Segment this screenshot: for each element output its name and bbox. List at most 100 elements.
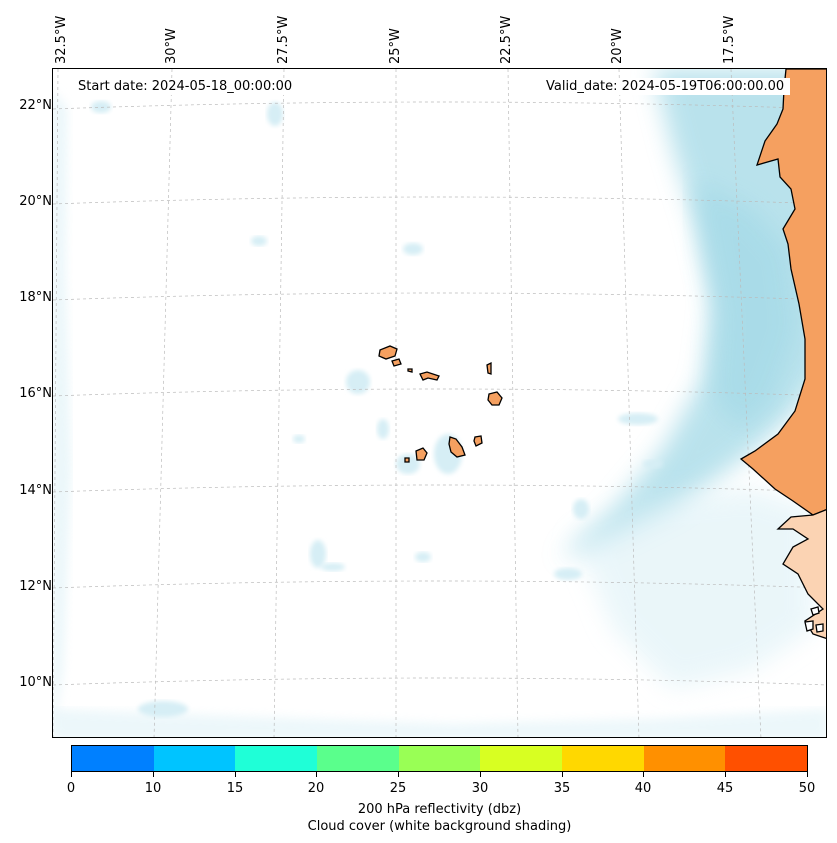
lat-label-10n: 10°N xyxy=(19,675,52,690)
land-layer xyxy=(378,69,826,640)
cloud-patch-2 xyxy=(251,236,267,246)
colorbar-tick-label-40: 40 xyxy=(634,781,652,796)
colorbar-tick-10 xyxy=(153,772,154,777)
lon-label-25w: 25°W xyxy=(388,28,403,64)
cloud-patch-15 xyxy=(91,101,111,113)
parallel-20n xyxy=(53,196,826,205)
lon-label-30w: 30°W xyxy=(164,28,179,64)
cloud-patch-3 xyxy=(403,243,423,255)
island-boa-vista xyxy=(487,391,503,406)
colorbar-tick-label-15: 15 xyxy=(226,781,244,796)
colorbar-segment-3 xyxy=(317,746,399,771)
map-panel xyxy=(52,68,827,738)
colorbar-sublabel: Cloud cover (white background shading) xyxy=(307,819,572,834)
cloud-band-core xyxy=(693,179,798,429)
lon-label-22-5w: 22.5°W xyxy=(499,15,514,64)
bijagos-island-3 xyxy=(815,623,824,633)
colorbar-segment-5 xyxy=(480,746,563,771)
lat-label-16n: 16°N xyxy=(19,386,52,401)
cloud-patch-14 xyxy=(138,701,188,717)
lat-label-20n: 20°N xyxy=(19,194,52,209)
island-santa-luzia xyxy=(407,368,413,373)
africa-coast-north xyxy=(739,69,826,516)
meridian-30w xyxy=(153,69,173,737)
cloud-cover-shading xyxy=(53,69,826,737)
cloud-patch-11 xyxy=(310,540,326,568)
colorbar-tick-label-10: 10 xyxy=(144,781,162,796)
meridian-22-5w xyxy=(507,69,519,737)
cloud-patch-10 xyxy=(321,563,345,571)
colorbar-tick-label-0: 0 xyxy=(66,781,76,796)
colorbar-tick-label-50: 50 xyxy=(798,781,816,796)
cloud-patch-6 xyxy=(293,435,305,443)
lon-label-27-5w: 27.5°W xyxy=(276,15,291,64)
parallel-12n xyxy=(53,580,826,589)
lat-label-22n: 22°N xyxy=(19,98,52,113)
colorbar-label: 200 hPa reflectivity (dbz) xyxy=(357,802,522,817)
cloud-edge-west xyxy=(53,89,71,737)
lat-label-14n: 14°N xyxy=(19,483,52,498)
cloud-patch-12 xyxy=(346,370,370,394)
map-canvas xyxy=(53,69,826,737)
colorbar-tick-35 xyxy=(562,772,563,777)
cloud-patch-1 xyxy=(267,102,283,126)
cloud-patch-5 xyxy=(396,454,420,474)
lat-label-12n: 12°N xyxy=(19,579,52,594)
cloud-patch-7 xyxy=(573,499,589,519)
bijagos-island-2 xyxy=(804,620,814,632)
island-brava xyxy=(404,457,410,463)
colorbar-segment-1 xyxy=(153,746,236,771)
colorbar-segment-6 xyxy=(562,746,644,771)
meridian-20w xyxy=(618,69,640,737)
parallel-10n xyxy=(53,677,826,686)
colorbar-tick-45 xyxy=(725,772,726,777)
colorbar-segment-7 xyxy=(643,746,726,771)
colorbar-tick-25 xyxy=(398,772,399,777)
colorbar-tick-label-45: 45 xyxy=(716,781,734,796)
colorbar-tick-label-35: 35 xyxy=(553,781,571,796)
meridian-17-5w xyxy=(730,69,762,737)
colorbar-segment-8 xyxy=(725,746,808,771)
island-sao-nicolau xyxy=(419,371,440,381)
cloud-patch-13 xyxy=(377,419,389,439)
colorbar-segment-2 xyxy=(235,746,318,771)
meridian-32-5w xyxy=(53,69,59,737)
parallel-16n xyxy=(53,388,826,397)
colorbar-tick-50 xyxy=(807,772,808,777)
parallel-18n xyxy=(53,292,826,301)
island-fogo xyxy=(415,447,428,461)
colorbar-tick-40 xyxy=(643,772,644,777)
colorbar xyxy=(71,745,808,772)
cloud-patch-16 xyxy=(618,413,658,425)
cloud-edge-south xyxy=(53,709,826,737)
parallel-22n xyxy=(53,101,826,110)
lon-label-20w: 20°W xyxy=(610,28,625,64)
colorbar-tick-label-30: 30 xyxy=(471,781,489,796)
island-sao-vicente xyxy=(391,358,402,367)
colorbar-tick-20 xyxy=(316,772,317,777)
island-maio xyxy=(473,435,483,447)
colorbar-tick-label-20: 20 xyxy=(307,781,325,796)
lat-label-18n: 18°N xyxy=(19,290,52,305)
colorbar-tick-label-25: 25 xyxy=(389,781,407,796)
island-santiago xyxy=(448,436,466,458)
colorbar-tick-30 xyxy=(480,772,481,777)
colorbar-tick-15 xyxy=(235,772,236,777)
valid-date-label: Valid_date: 2024-05-19T06:00:00.00 xyxy=(540,78,791,95)
bijagos-island-1 xyxy=(810,606,820,616)
meridian-27-5w xyxy=(273,69,285,737)
parallel-14n xyxy=(53,484,826,493)
cloud-patch-8 xyxy=(554,568,582,580)
graticule xyxy=(53,69,826,737)
island-sal xyxy=(486,361,492,375)
colorbar-tick-0 xyxy=(71,772,72,777)
cloud-band-east xyxy=(558,69,826,559)
cloud-patch-17 xyxy=(643,460,663,468)
cloud-patch-9 xyxy=(415,552,431,562)
colorbar-segment-0 xyxy=(72,746,154,771)
island-santo-antao xyxy=(378,345,398,360)
lon-label-17-5w: 17.5°W xyxy=(722,15,737,64)
start-date-label: Start date: 2024-05-18_00:00:00 xyxy=(72,78,299,95)
lon-label-32-5w: 32.5°W xyxy=(54,15,69,64)
colorbar-segment-4 xyxy=(398,746,481,771)
